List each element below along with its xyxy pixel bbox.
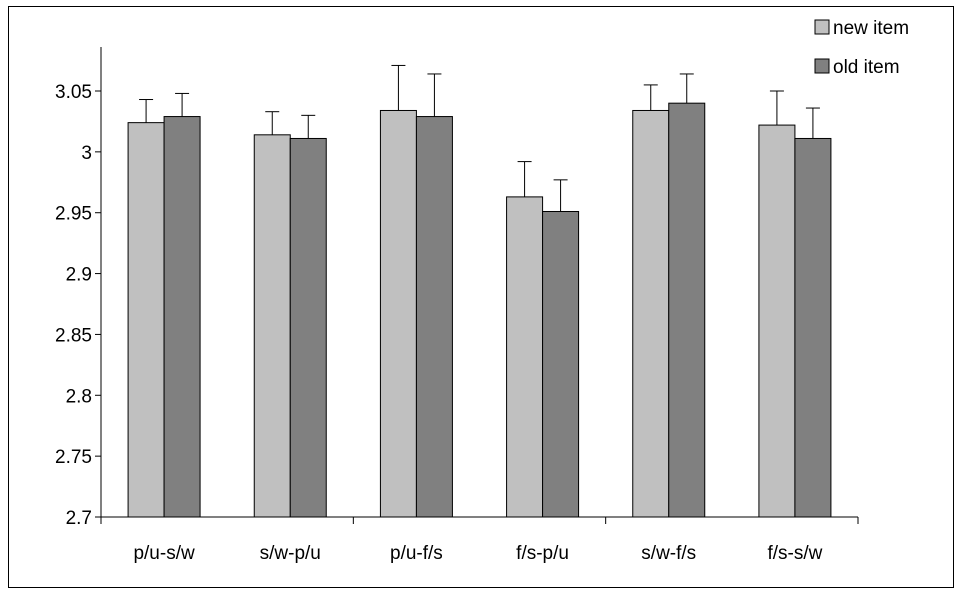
y-tick-label: 2.8 — [66, 386, 92, 407]
x-category-label: s/w-f/s — [641, 543, 696, 564]
y-tick-label: 2.9 — [66, 265, 92, 286]
bar-old-item — [668, 102, 706, 518]
bar-chart: 2.7 2.75 2.8 2.85 2.9 2.95 3 3.05 p/u-s/w s/w-p/u… — [55, 18, 909, 564]
x-category-label: p/u-s/w — [133, 543, 195, 564]
x-category-label: f/s-s/w — [767, 543, 822, 564]
bar-new-item — [253, 134, 291, 518]
x-category-label: s/w-p/u — [260, 543, 321, 564]
bar-old-item — [163, 116, 201, 518]
bar-old-item — [415, 116, 453, 518]
y-tick-label: 2.85 — [55, 325, 92, 346]
y-tick-label: 2.75 — [55, 447, 92, 468]
bar-old-item — [542, 210, 580, 518]
bar-old-item — [289, 137, 327, 518]
bar-new-item — [758, 124, 796, 518]
x-category-label: p/u-f/s — [390, 543, 443, 564]
bar-new-item — [506, 196, 544, 518]
legend-label: old item — [833, 57, 900, 78]
y-tick-label: 3.05 — [55, 82, 92, 103]
y-tick-label: 3 — [81, 143, 92, 164]
bar-new-item — [632, 109, 670, 518]
chart-frame: 2.7 2.75 2.8 2.85 2.9 2.95 3 3.05 p/u-s/w s/w-p/u… — [8, 6, 954, 588]
y-tick-label: 2.95 — [55, 204, 92, 225]
y-tick-label: 2.7 — [66, 508, 92, 529]
bar-new-item — [379, 109, 417, 518]
bar-old-item — [794, 137, 832, 518]
legend-label: new item — [833, 18, 909, 39]
legend-swatch — [814, 58, 830, 74]
bar-new-item — [127, 122, 165, 518]
legend-swatch — [814, 19, 830, 35]
x-category-label: f/s-p/u — [516, 543, 569, 564]
